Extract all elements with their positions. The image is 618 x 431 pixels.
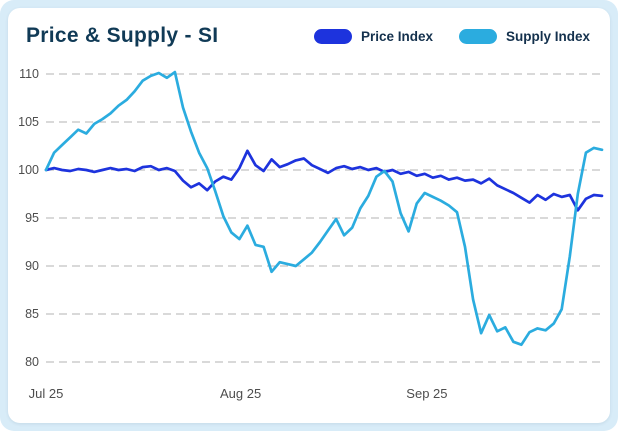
page-title: Price & Supply - SI	[26, 24, 219, 47]
x-axis-tick-label: Sep 25	[406, 386, 447, 401]
y-axis-tick-label: 80	[25, 355, 39, 369]
legend-item-price-index[interactable]: Price Index	[313, 28, 433, 44]
y-axis-tick-label: 110	[19, 67, 39, 81]
y-axis-tick-label: 100	[18, 163, 39, 177]
legend-label-price-index: Price Index	[360, 28, 433, 44]
y-axis-tick-label: 85	[25, 307, 39, 321]
price-index-swatch	[313, 28, 352, 44]
chart-card: Price & Supply - SI Price Index Supply I…	[8, 8, 610, 423]
line-chart: 110 105 100 95 90 85 80 Jul 25 Aug 25 Sep 25	[18, 67, 604, 401]
legend: Price Index Supply Index	[313, 28, 590, 44]
legend-item-supply-index[interactable]: Supply Index	[458, 28, 590, 44]
x-axis-tick-label: Jul 25	[29, 386, 64, 401]
y-axis-tick-label: 95	[25, 211, 39, 225]
x-axis-tick-label: Aug 25	[220, 386, 261, 401]
y-axis-tick-label: 90	[25, 259, 39, 273]
supply-index-swatch	[458, 28, 497, 44]
supply-index-line	[44, 70, 604, 347]
legend-label-supply-index: Supply Index	[505, 28, 590, 44]
price-index-line	[44, 149, 604, 212]
chart-header: Price & Supply - SI Price Index Supply I…	[16, 22, 602, 48]
y-axis-tick-label: 105	[18, 115, 39, 129]
